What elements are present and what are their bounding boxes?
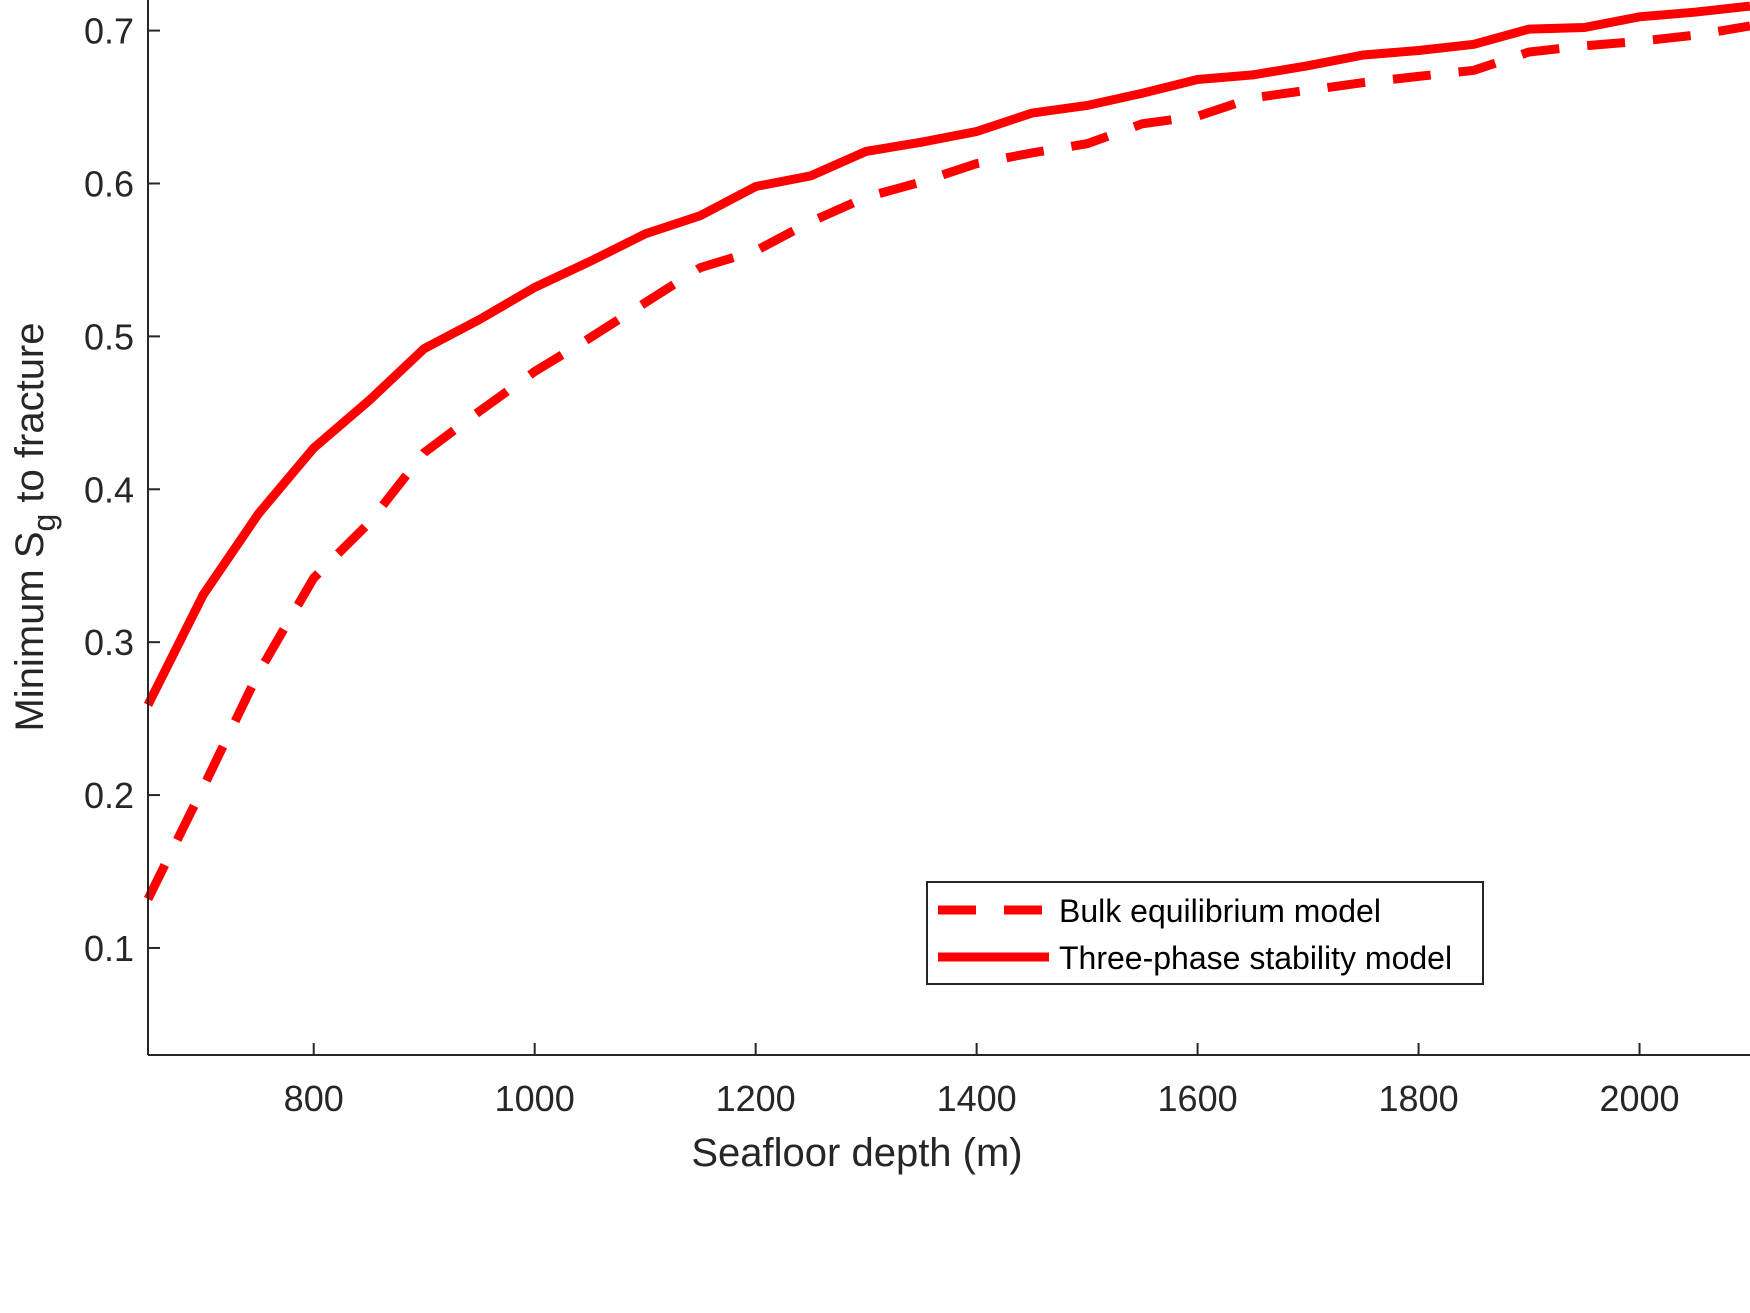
legend: Bulk equilibrium model Three-phase stabi… xyxy=(926,881,1484,985)
x-ticks: 800 1000 1200 1400 1600 1800 2000 xyxy=(284,1043,1680,1119)
plot-lines xyxy=(143,1,1750,901)
legend-label-bulk-equilibrium: Bulk equilibrium model xyxy=(1059,893,1381,929)
y-ticks: 0.1 0.2 0.3 0.4 0.5 0.6 0.7 xyxy=(84,11,160,969)
y-tick-label: 0.6 xyxy=(84,163,134,204)
x-tick-label: 1800 xyxy=(1379,1078,1459,1119)
series-line-three-phase-stability xyxy=(143,1,1750,707)
legend-box xyxy=(926,881,1484,985)
y-tick-label: 0.5 xyxy=(84,316,134,357)
y-axis-title-subscript: g xyxy=(26,514,62,532)
x-tick-label: 2000 xyxy=(1599,1078,1679,1119)
x-tick-label: 1600 xyxy=(1158,1078,1238,1119)
y-tick-label: 0.3 xyxy=(84,622,134,663)
y-tick-label: 0.7 xyxy=(84,11,134,52)
y-axis-title-suffix: to fracture xyxy=(8,322,52,513)
x-tick-label: 1000 xyxy=(495,1078,575,1119)
y-tick-label: 0.1 xyxy=(84,928,134,969)
y-tick-label: 0.4 xyxy=(84,469,134,510)
axes xyxy=(147,0,1750,1056)
x-tick-label: 1400 xyxy=(937,1078,1017,1119)
y-axis-title: Minimum Sg to fracture xyxy=(8,322,62,731)
y-tick-label: 0.2 xyxy=(84,775,134,816)
x-tick-label: 800 xyxy=(284,1078,344,1119)
y-axis-title-prefix: Minimum S xyxy=(8,531,52,731)
x-tick-label: 1200 xyxy=(716,1078,796,1119)
x-axis-title: Seafloor depth (m) xyxy=(691,1131,1022,1175)
series-line-bulk-equilibrium xyxy=(143,21,1750,901)
legend-label-three-phase-stability: Three-phase stability model xyxy=(1059,940,1452,976)
